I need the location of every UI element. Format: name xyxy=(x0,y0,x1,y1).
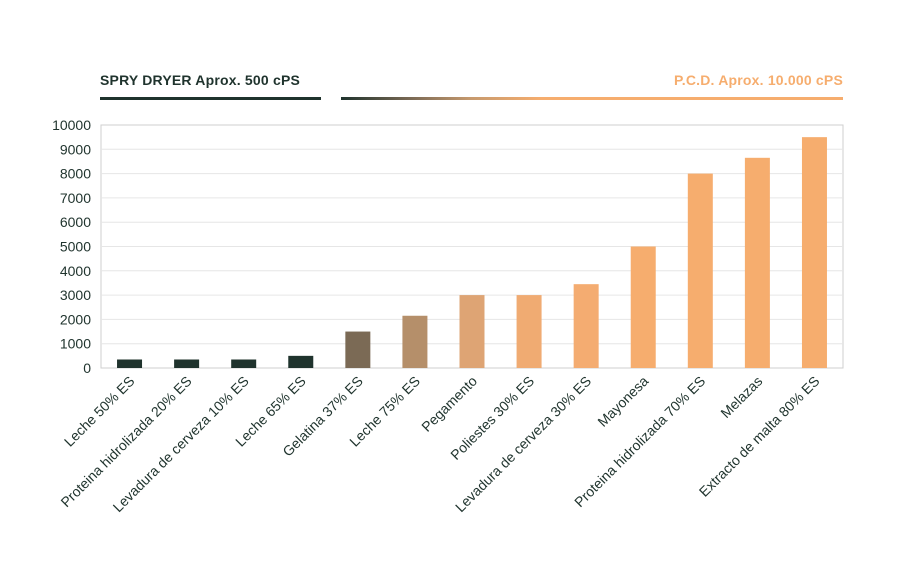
y-tick-label: 2000 xyxy=(60,311,91,327)
bar xyxy=(573,284,599,368)
x-tick-label: Pegamento xyxy=(418,373,480,435)
y-tick-label: 6000 xyxy=(60,214,91,230)
bar xyxy=(174,359,200,368)
y-tick-label: 0 xyxy=(83,360,91,376)
bar xyxy=(402,315,428,368)
y-tick-label: 9000 xyxy=(60,141,91,157)
bar xyxy=(459,295,485,368)
bar xyxy=(117,359,143,368)
bar xyxy=(231,359,257,368)
y-tick-label: 5000 xyxy=(60,239,91,255)
legend-right-gradient-line xyxy=(341,97,843,100)
y-tick-label: 8000 xyxy=(60,166,91,182)
y-tick-label: 4000 xyxy=(60,263,91,279)
bar xyxy=(288,355,314,368)
x-tick-label: Mayonesa xyxy=(594,373,651,430)
bar xyxy=(744,157,770,368)
x-tick-label: Extracto de malta 80% ES xyxy=(696,373,823,500)
x-tick-label: Melazas xyxy=(717,373,765,421)
bar xyxy=(345,331,371,368)
bar xyxy=(801,137,827,368)
bar xyxy=(687,173,713,368)
legend-left-line xyxy=(100,97,321,100)
y-tick-label: 3000 xyxy=(60,287,91,303)
bar xyxy=(630,246,656,368)
bar xyxy=(516,295,542,368)
legend-left-label: SPRY DRYER Aprox. 500 cPS xyxy=(100,72,301,88)
y-tick-label: 7000 xyxy=(60,190,91,206)
y-tick-label: 10000 xyxy=(52,117,91,133)
y-tick-label: 1000 xyxy=(60,336,91,352)
legend-right-label: P.C.D. Aprox. 10.000 cPS xyxy=(674,72,843,88)
